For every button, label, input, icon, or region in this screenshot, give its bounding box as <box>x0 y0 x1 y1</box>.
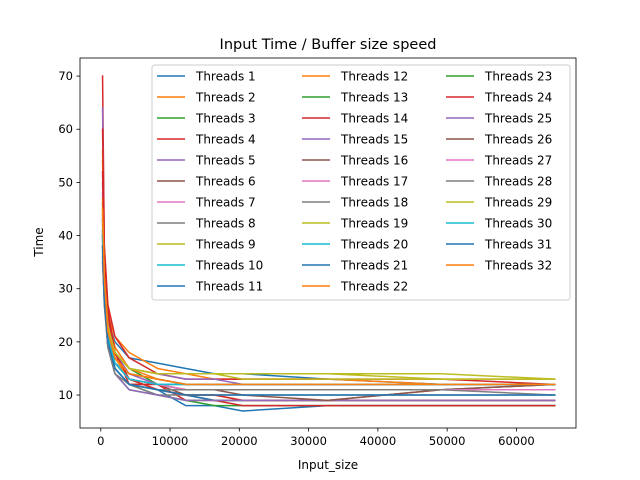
legend-label: Threads 15 <box>340 133 408 147</box>
plot-frame <box>79 57 577 429</box>
legend-label: Threads 18 <box>340 196 408 210</box>
legend-label: Threads 27 <box>484 154 552 168</box>
legend-box <box>151 64 571 301</box>
series-line-threads-31 <box>101 245 556 396</box>
x-tick-label: 10000 <box>152 434 189 448</box>
legend-label: Threads 3 <box>195 112 256 126</box>
y-tick-label: 60 <box>58 122 73 136</box>
y-tick-label: 10 <box>58 388 73 402</box>
chart-title: Input Time / Buffer size speed <box>220 37 437 53</box>
legend-label: Threads 9 <box>195 238 256 252</box>
y-axis-label: Time <box>32 227 46 257</box>
series-layer <box>101 75 556 412</box>
series-line-threads-32 <box>101 208 556 386</box>
legend-label: Threads 6 <box>195 175 256 189</box>
legend-label: Threads 26 <box>484 133 552 147</box>
legend-label: Threads 23 <box>484 70 552 84</box>
y-tick-label: 40 <box>58 229 73 243</box>
legend-label: Threads 10 <box>195 259 263 273</box>
legend-label: Threads 2 <box>195 91 256 105</box>
x-tick-label: 0 <box>97 434 104 448</box>
x-tick-label: 20000 <box>221 434 258 448</box>
legend-label: Threads 17 <box>340 175 408 189</box>
legend-label: Threads 5 <box>195 154 256 168</box>
legend-label: Threads 31 <box>484 238 552 252</box>
legend-label: Threads 16 <box>340 154 408 168</box>
legend-label: Threads 13 <box>340 91 408 105</box>
legend-label: Threads 21 <box>340 259 408 273</box>
legend-label: Threads 20 <box>340 238 408 252</box>
x-tick-label: 30000 <box>290 434 327 448</box>
legend-label: Threads 7 <box>195 196 256 210</box>
legend: Threads 1 Threads 2 Threads 3 Threads 4 Thre… <box>151 64 571 301</box>
y-tick-label: 30 <box>58 282 73 296</box>
legend-label: Threads 30 <box>484 217 552 231</box>
legend-label: Threads 29 <box>484 196 552 210</box>
x-axis-label: Input_size <box>298 458 358 472</box>
legend-label: Threads 1 <box>195 70 256 84</box>
y-tick-label: 20 <box>58 335 73 349</box>
legend-label: Threads 19 <box>340 217 408 231</box>
x-tick-label: 50000 <box>429 434 466 448</box>
legend-label: Threads 14 <box>340 112 408 126</box>
legend-label: Threads 28 <box>484 175 552 189</box>
x-tick-label: 40000 <box>360 434 397 448</box>
legend-label: Threads 24 <box>484 91 552 105</box>
legend-label: Threads 25 <box>484 112 552 126</box>
legend-label: Threads 22 <box>340 280 408 294</box>
axes-layer: 0 10000 20000 30000 40000 50000 60000 10 20 30 40 5… <box>58 57 577 448</box>
legend-label: Threads 11 <box>195 280 263 294</box>
legend-label: Threads 4 <box>195 133 256 147</box>
y-tick-label: 70 <box>58 69 73 83</box>
legend-label: Threads 8 <box>195 217 256 231</box>
legend-label: Threads 32 <box>484 259 552 273</box>
legend-label: Threads 12 <box>340 70 408 84</box>
y-tick-label: 50 <box>58 175 73 189</box>
x-tick-label: 60000 <box>498 434 535 448</box>
